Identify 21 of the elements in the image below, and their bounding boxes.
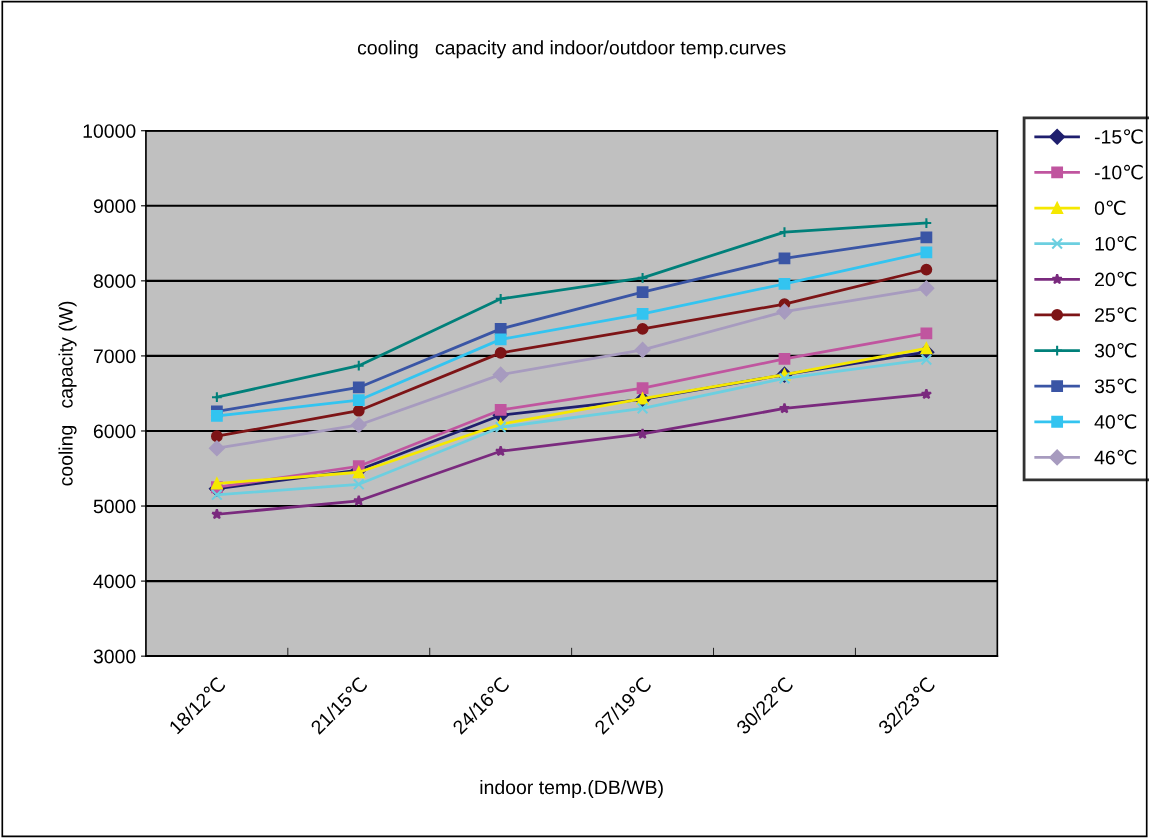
y-tick-label: 10000	[83, 124, 136, 138]
y-tick-label: 8000	[93, 274, 136, 289]
legend-label: 25℃	[1095, 307, 1137, 322]
y-axis-title: cooling capacity (W)	[58, 301, 77, 486]
legend-label: 30℃	[1094, 342, 1137, 358]
legend-label: -15℃	[1094, 129, 1143, 144]
chart-title: cooling capacity and indoor/outdoor temp.curves	[357, 40, 786, 59]
legend-label: 20℃	[1095, 271, 1137, 287]
legend-label: 40℃	[1094, 414, 1137, 429]
legend-label: 46℃	[1094, 449, 1137, 465]
y-tick-label: 9000	[93, 199, 136, 214]
y-tick-label: 7000	[93, 349, 136, 364]
legend-label: -10℃	[1094, 164, 1143, 180]
x-axis-title: indoor temp.(DB/WB)	[480, 779, 663, 799]
y-tick-label: 6000	[93, 424, 136, 439]
y-tick-label: 5000	[93, 499, 136, 514]
y-tick-label: 3000	[93, 649, 136, 664]
legend-label: 0℃	[1094, 200, 1126, 216]
legend-label: 10℃	[1095, 236, 1137, 251]
y-tick-label: 4000	[93, 574, 136, 589]
legend-label: 35℃	[1094, 378, 1137, 394]
